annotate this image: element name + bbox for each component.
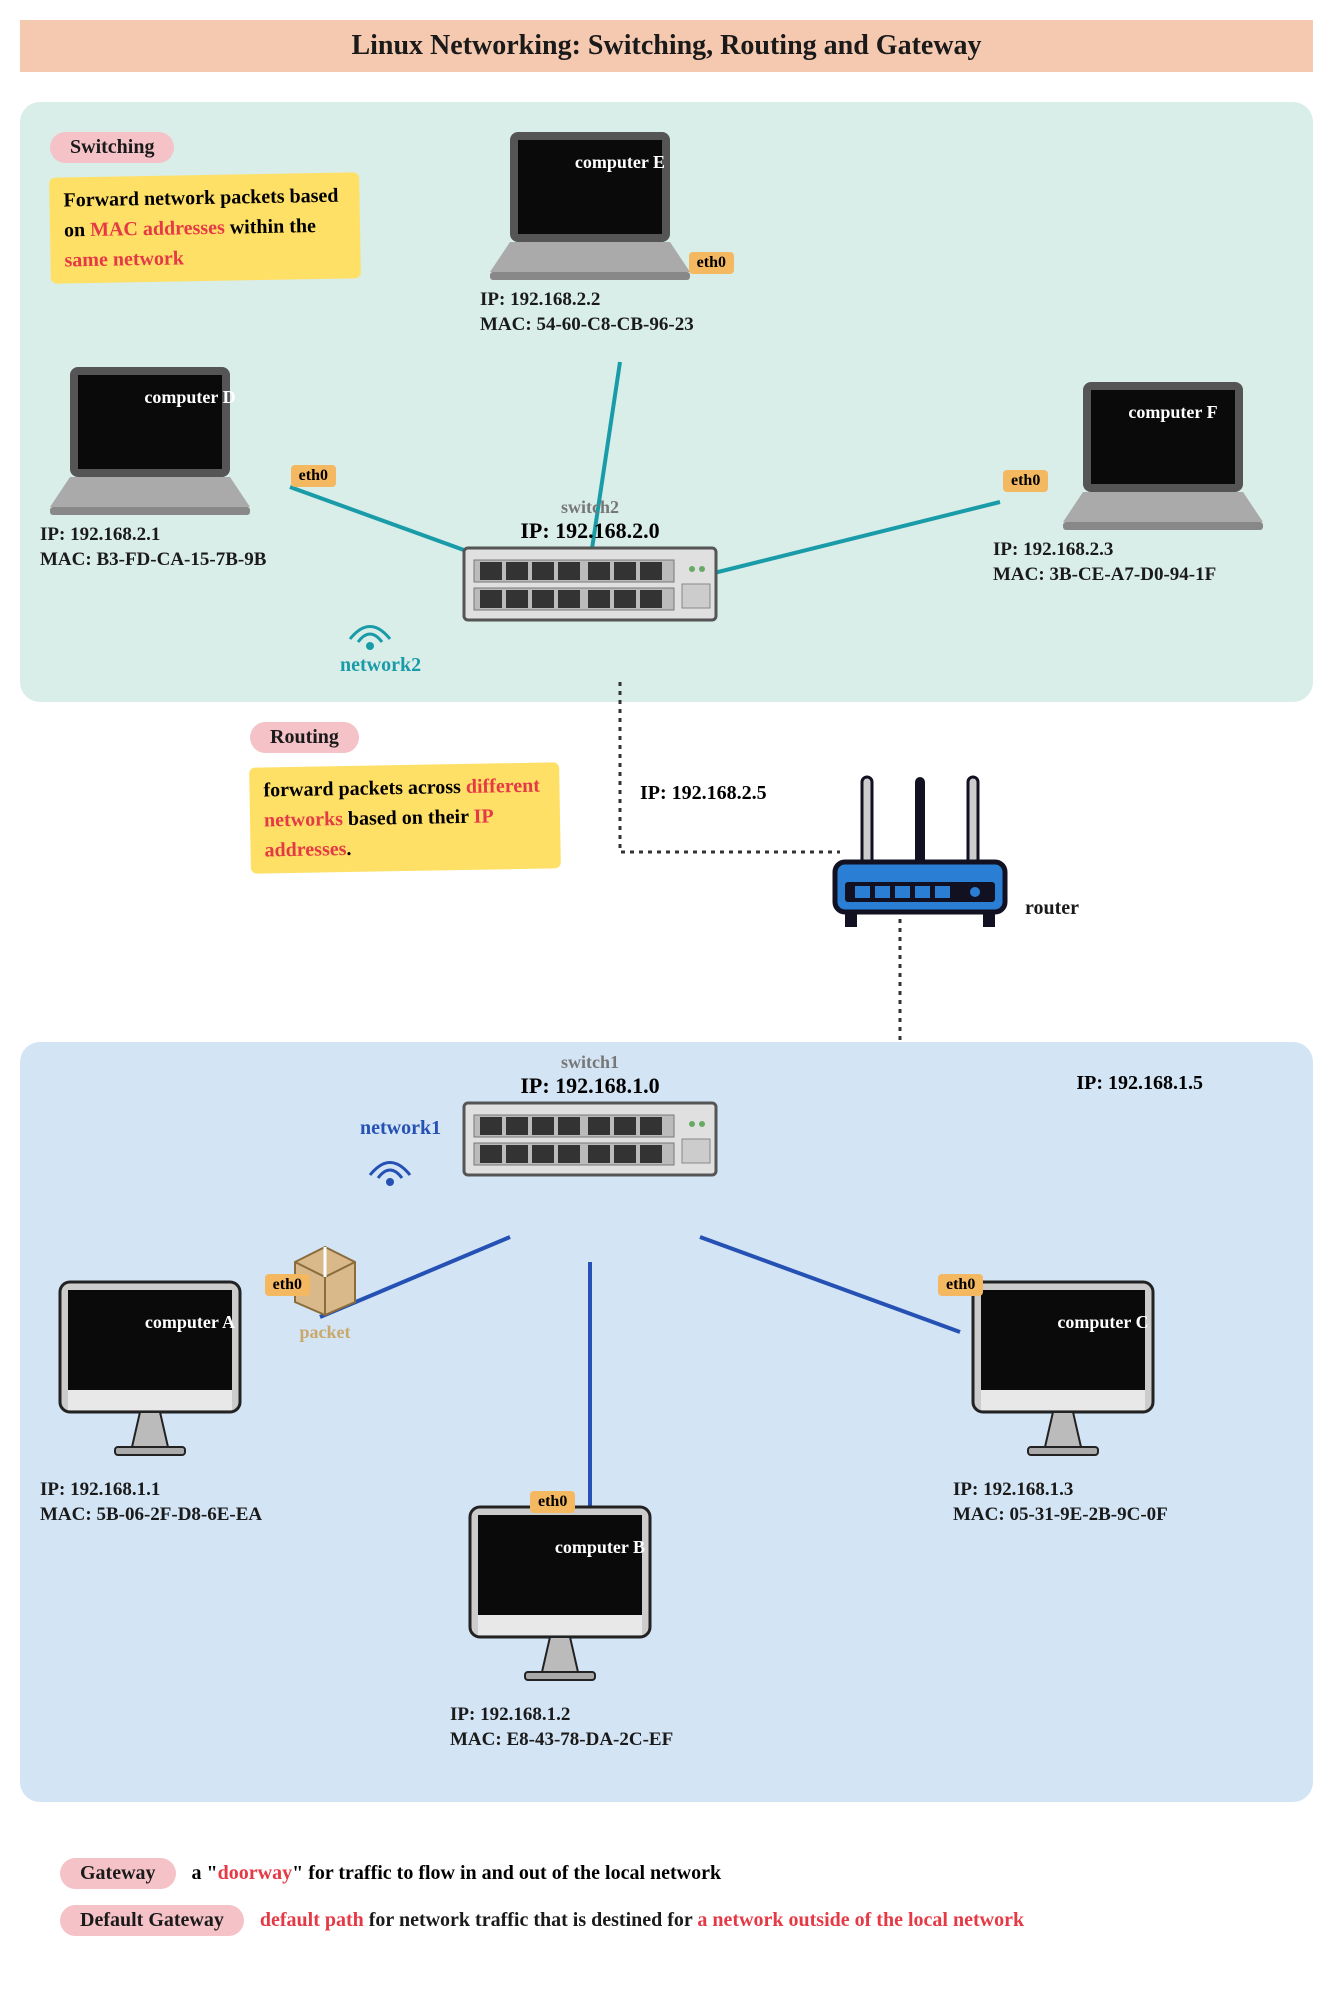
switch1: switch1 IP: 192.168.1.0: [460, 1052, 720, 1194]
computer-c: computer C eth0 IP: 192.168.1.3 MAC: 05-…: [953, 1272, 1253, 1527]
switching-badge: Switching: [50, 132, 174, 163]
laptop-icon: [40, 357, 260, 517]
network1-name-text: network1: [360, 1117, 441, 1140]
network1-label: network1: [360, 1117, 441, 1196]
definitions: Gateway a "doorway" for traffic to flow …: [20, 1832, 1313, 1962]
desktop-icon: [40, 1272, 260, 1472]
computer-e-label: computer E: [480, 152, 760, 173]
switching-desc: Forward network packets based on MAC add…: [49, 172, 361, 283]
computer-b-ip: IP: 192.168.1.2: [450, 1703, 750, 1728]
computer-a: computer A eth0 IP: 192.168.1.1 MAC: 5B-…: [40, 1272, 340, 1527]
laptop-icon: [480, 122, 700, 282]
switch1-ip: IP: 192.168.1.0: [460, 1073, 720, 1099]
routing-section: Routing forward packets across different…: [20, 712, 1313, 1032]
computer-b-mac: MAC: E8-43-78-DA-2C-EF: [450, 1728, 750, 1753]
gateway-hl: doorway: [218, 1862, 292, 1884]
routing-badge: Routing: [250, 722, 359, 753]
computer-d: computer D eth0 IP: 192.168.2.1 MAC: B3-…: [40, 357, 340, 572]
switching-desc-hl1: MAC addresses: [90, 217, 225, 241]
router-ip-bottom: IP: 192.168.1.5: [1076, 1072, 1203, 1095]
network1-panel: switch1 IP: 192.168.1.0 IP: 192.168.1.5 …: [20, 1042, 1313, 1802]
routing-desc-mid: based on their: [343, 806, 474, 830]
gateway-pre: a ": [192, 1862, 218, 1884]
network2-name-text: network2: [340, 654, 421, 677]
desktop-icon: [450, 1497, 670, 1697]
switching-desc-hl2: same network: [64, 247, 184, 271]
laptop-icon: [1053, 372, 1273, 532]
wifi-icon: [340, 604, 400, 654]
router: router: [820, 767, 1020, 942]
switch1-name: switch1: [460, 1052, 720, 1073]
routing-desc-post: .: [346, 838, 351, 860]
computer-f: computer F eth0 IP: 192.168.2.3 MAC: 3B-…: [993, 372, 1293, 587]
computer-f-mac: MAC: 3B-CE-A7-D0-94-1F: [993, 563, 1293, 588]
router-ip-top: IP: 192.168.2.5: [640, 782, 767, 805]
computer-c-ip: IP: 192.168.1.3: [953, 1478, 1253, 1503]
switch-icon: [460, 544, 720, 634]
dg-hl1: default path: [260, 1909, 364, 1931]
computer-f-eth: eth0: [1003, 470, 1048, 492]
wifi-icon: [360, 1140, 420, 1190]
router-icon: [820, 767, 1020, 937]
computer-e: computer E eth0 IP: 192.168.2.2 MAC: 54-…: [480, 122, 760, 337]
computer-e-eth: eth0: [689, 252, 734, 274]
computer-d-ip: IP: 192.168.2.1: [40, 523, 340, 548]
default-gateway-def: Default Gateway default path for network…: [60, 1905, 1273, 1936]
computer-d-eth: eth0: [291, 465, 336, 487]
computer-d-label: computer D: [40, 387, 340, 408]
computer-b: computer B eth0 IP: 192.168.1.2 MAC: E8-…: [450, 1497, 750, 1752]
computer-c-label: computer C: [953, 1312, 1253, 1333]
switch2: switch2 IP: 192.168.2.0: [460, 497, 720, 639]
computer-e-mac: MAC: 54-60-C8-CB-96-23: [480, 313, 760, 338]
computer-f-label: computer F: [1053, 402, 1293, 423]
dg-hl2: a network outside of the local network: [697, 1909, 1024, 1931]
computer-b-label: computer B: [450, 1537, 750, 1558]
routing-desc: forward packets across different network…: [249, 762, 561, 873]
computer-d-mac: MAC: B3-FD-CA-15-7B-9B: [40, 548, 340, 573]
computer-e-ip: IP: 192.168.2.2: [480, 288, 760, 313]
computer-b-eth: eth0: [530, 1491, 575, 1513]
switching-desc-mid: within the: [225, 215, 316, 239]
gateway-badge: Gateway: [60, 1858, 176, 1889]
router-label: router: [1025, 897, 1079, 920]
desktop-icon: [953, 1272, 1173, 1472]
network2-label: network2: [340, 604, 421, 677]
switch2-ip: IP: 192.168.2.0: [460, 518, 720, 544]
switch2-name: switch2: [460, 497, 720, 518]
dg-mid: for network traffic that is destined for: [364, 1909, 698, 1931]
computer-c-eth: eth0: [938, 1274, 983, 1296]
computer-a-ip: IP: 192.168.1.1: [40, 1478, 340, 1503]
gateway-post: " for traffic to flow in and out of the …: [292, 1862, 721, 1884]
computer-c-mac: MAC: 05-31-9E-2B-9C-0F: [953, 1503, 1253, 1528]
page-title: Linux Networking: Switching, Routing and…: [20, 20, 1313, 72]
computer-a-mac: MAC: 5B-06-2F-D8-6E-EA: [40, 1503, 340, 1528]
default-gateway-badge: Default Gateway: [60, 1905, 244, 1936]
computer-a-eth: eth0: [265, 1274, 310, 1296]
gateway-def: Gateway a "doorway" for traffic to flow …: [60, 1858, 1273, 1889]
network2-panel: Switching Forward network packets based …: [20, 102, 1313, 702]
switch-icon: [460, 1099, 720, 1189]
computer-f-ip: IP: 192.168.2.3: [993, 538, 1293, 563]
computer-a-label: computer A: [40, 1312, 340, 1333]
routing-desc-pre: forward packets across: [263, 776, 466, 802]
